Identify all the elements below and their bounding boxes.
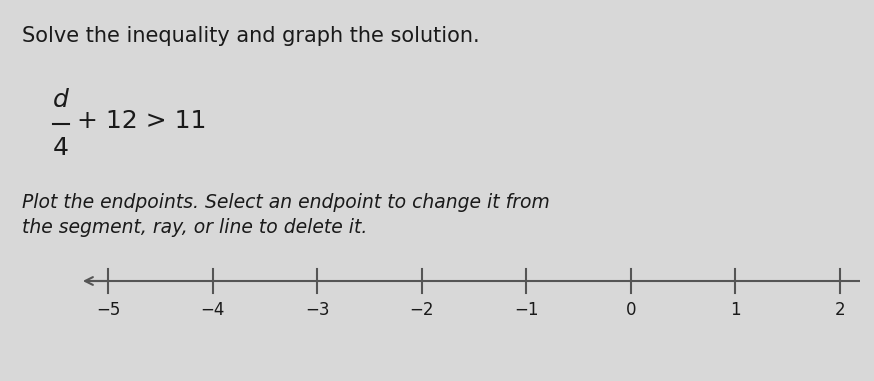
- Text: −5: −5: [96, 301, 121, 319]
- Text: −3: −3: [305, 301, 329, 319]
- Text: −4: −4: [200, 301, 225, 319]
- Text: 2: 2: [835, 301, 845, 319]
- Text: Solve the inequality and graph the solution.: Solve the inequality and graph the solut…: [22, 26, 480, 46]
- Text: 1: 1: [730, 301, 741, 319]
- Text: the segment, ray, or line to delete it.: the segment, ray, or line to delete it.: [22, 218, 367, 237]
- Text: Plot the endpoints. Select an endpoint to change it from: Plot the endpoints. Select an endpoint t…: [22, 193, 550, 212]
- Text: −1: −1: [514, 301, 538, 319]
- Text: −2: −2: [409, 301, 434, 319]
- Text: + 12 > 11: + 12 > 11: [77, 109, 206, 133]
- Text: d: d: [53, 88, 69, 112]
- Text: 4: 4: [53, 136, 69, 160]
- Text: 0: 0: [626, 301, 636, 319]
